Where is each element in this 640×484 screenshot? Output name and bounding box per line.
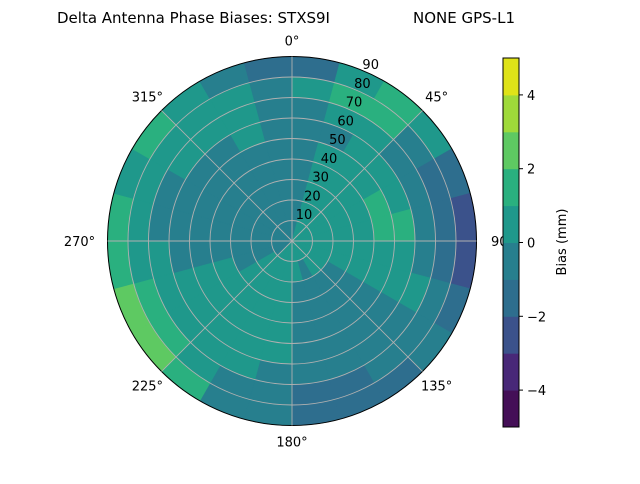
colorbar-tick-label: −2 bbox=[527, 310, 546, 325]
colorbar-label: Bias (mm) bbox=[555, 209, 570, 276]
colorbar-tick-label: 0 bbox=[527, 237, 535, 252]
radial-tick-label: 30 bbox=[312, 171, 329, 186]
colorbar-tick-label: 2 bbox=[527, 163, 535, 178]
angular-tick-label: 0° bbox=[285, 35, 300, 50]
angular-gridline bbox=[161, 110, 293, 242]
radial-tick-label: 10 bbox=[296, 208, 313, 223]
angular-gridline bbox=[161, 240, 293, 372]
radial-tick-label: 90 bbox=[362, 58, 379, 73]
colorbar-band bbox=[503, 58, 519, 96]
chart-title-right: NONE GPS-L1 bbox=[413, 9, 515, 27]
radial-tick-labels: 10 20 30 40 50 60 70 80 90 bbox=[296, 58, 379, 223]
radial-tick-label: 60 bbox=[337, 114, 354, 129]
colorbar-band bbox=[503, 205, 519, 243]
colorbar-band bbox=[503, 94, 519, 133]
angular-gridline bbox=[291, 240, 423, 372]
colorbar: −4 −2 0 2 4 bbox=[502, 57, 546, 428]
angular-tick-label: 135° bbox=[421, 380, 452, 395]
angular-gridline bbox=[291, 110, 423, 242]
angular-tick-label: 225° bbox=[132, 380, 163, 395]
polar-grid bbox=[107, 56, 477, 426]
radial-tick-label: 80 bbox=[354, 77, 371, 92]
radial-tick-label: 20 bbox=[304, 189, 321, 204]
radial-tick-label: 50 bbox=[329, 133, 346, 148]
angular-tick-label: 45° bbox=[425, 90, 448, 105]
colorbar-band bbox=[503, 131, 519, 170]
colorbar-band bbox=[503, 279, 519, 317]
angular-tick-label: 270° bbox=[64, 235, 95, 250]
radial-tick-label: 40 bbox=[321, 152, 338, 167]
colorbar-band bbox=[503, 168, 519, 207]
colorbar-band bbox=[503, 353, 519, 391]
angular-tick-label: 315° bbox=[132, 90, 163, 105]
colorbar-tick-label: −4 bbox=[527, 384, 546, 399]
angular-tick-label: 180° bbox=[276, 436, 307, 451]
radial-tick-label: 70 bbox=[346, 96, 363, 111]
chart-title-left: Delta Antenna Phase Biases: STXS9I bbox=[57, 9, 330, 27]
colorbar-band bbox=[503, 242, 519, 280]
colorbar-band bbox=[503, 390, 519, 428]
colorbar-band bbox=[503, 316, 519, 354]
colorbar-tick-label: 4 bbox=[527, 89, 535, 104]
